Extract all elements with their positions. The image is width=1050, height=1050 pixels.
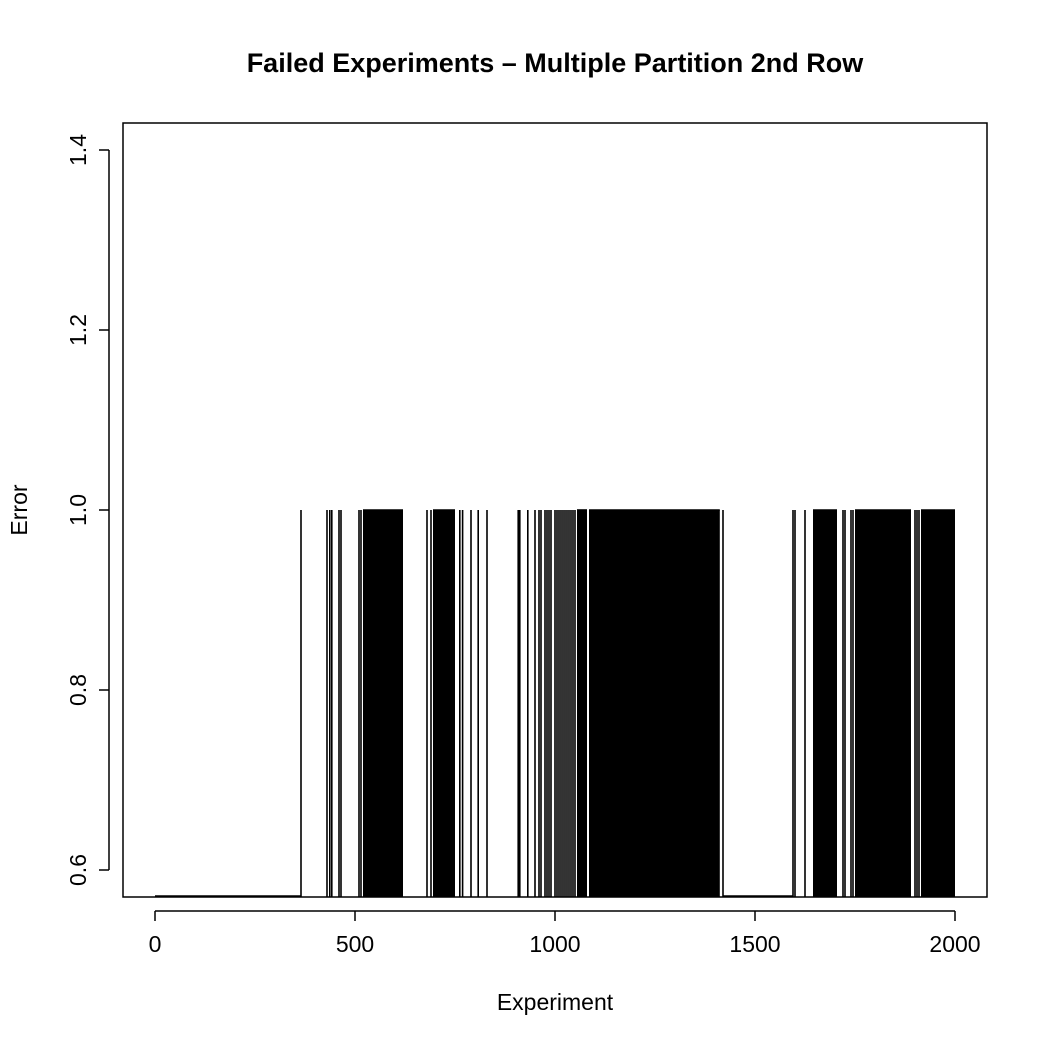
failure-run [855, 510, 911, 897]
data-marks [155, 509, 955, 897]
y-tick-label: 1.0 [65, 494, 91, 526]
x-tick-label: 500 [336, 931, 374, 957]
plot-frame [122, 122, 988, 898]
x-tick-label: 0 [149, 931, 162, 957]
y-tick-label: 0.6 [65, 854, 91, 886]
x-axis-label: Experiment [497, 989, 614, 1015]
failure-run [813, 510, 837, 897]
y-axis: 0.6 0.8 1.0 1.2 1.4 [65, 134, 110, 886]
x-axis: 0 500 1000 1500 2000 [149, 910, 981, 957]
failure-run [433, 510, 455, 897]
failure-run [577, 510, 587, 897]
failure-run [921, 510, 955, 897]
y-tick-label: 1.2 [65, 314, 91, 346]
chart-title: Failed Experiments – Multiple Partition … [247, 48, 865, 78]
y-tick-label: 1.4 [65, 134, 91, 166]
y-tick-label: 0.8 [65, 674, 91, 706]
y-axis-label: Error [6, 484, 32, 535]
x-tick-label: 1000 [529, 931, 580, 957]
x-tick-label: 2000 [929, 931, 980, 957]
x-tick-label: 1500 [729, 931, 780, 957]
failure-run [363, 510, 403, 897]
failure-run [589, 510, 720, 897]
